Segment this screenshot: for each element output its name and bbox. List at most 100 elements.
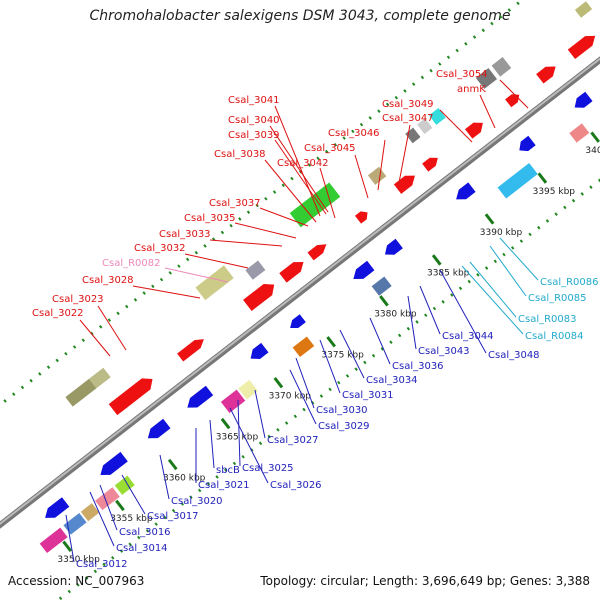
outer-gene-block: [417, 118, 433, 135]
forward-gene-label-leader: [264, 159, 317, 223]
tick-mark: [431, 254, 442, 266]
reverse-cds-arrow: [100, 451, 128, 476]
forward-gene-label-leader: [274, 139, 327, 215]
forward-gene-label-leader: [269, 125, 329, 213]
forward-gene-label: Csal_3049: [382, 99, 434, 110]
outer-gene-block: [65, 378, 97, 407]
forward-gene-label: Csal_3041: [228, 95, 280, 106]
tick-mark: [62, 540, 73, 553]
forward-gene-label-leader: [97, 305, 127, 351]
reverse-gene-label: Csal_3026: [270, 480, 322, 491]
reverse-gene-label: Csal_3029: [318, 421, 370, 432]
inner-gene-block: [95, 487, 120, 511]
forward-gene-label-leader: [259, 207, 309, 227]
forward-cds-arrow: [279, 261, 304, 283]
forward-gene-label: Csal_3046: [328, 128, 380, 139]
forward-cds-arrow: [567, 35, 596, 60]
forward-gene-label: Csal_3033: [159, 229, 211, 240]
forward-gene-label-leader: [397, 124, 411, 189]
tick-mark: [220, 417, 231, 430]
reverse-gene-label-leader: [65, 514, 75, 563]
reverse-gene-label-leader: [237, 399, 241, 467]
reverse-gene-label: Csal_3021: [198, 480, 250, 491]
tick-label: 3370 kbp: [269, 391, 312, 401]
genome-summary-text: Topology: circular; Length: 3,696,649 bp…: [260, 574, 590, 588]
reverse-gene-label-leader: [469, 261, 517, 318]
reverse-gene-label: Csal_3012: [76, 559, 128, 570]
reverse-gene-label-leader: [295, 357, 315, 409]
reverse-gene-label-leader: [99, 484, 118, 531]
reverse-gene-label: Csal_3030: [316, 405, 368, 416]
reverse-gene-label-leader: [209, 419, 215, 469]
forward-gene-label: Csal_3035: [184, 213, 236, 224]
accession-text: Accession: NC_007963: [8, 574, 145, 588]
forward-gene-label-leader: [132, 285, 201, 299]
forward-gene-label: Csal_3054: [436, 69, 488, 80]
forward-cds-arrow: [354, 211, 368, 224]
tick-label: 3355 kbp: [110, 514, 153, 524]
tick-label: 3375 kbp: [321, 351, 364, 361]
reverse-cds-arrow: [519, 135, 536, 152]
reverse-gene-label-leader: [369, 317, 391, 365]
forward-gene-label: Csal_3023: [52, 294, 104, 305]
forward-gene-label-leader: [354, 154, 369, 199]
reverse-cds-arrow: [574, 91, 593, 108]
forward-gene-label: Csal_3047: [382, 113, 434, 124]
genome-backbone: [0, 56, 600, 529]
reverse-gene-label: Csal_3036: [392, 361, 444, 372]
reverse-cds-arrow: [147, 418, 171, 439]
forward-gene-label: anmK: [457, 84, 486, 95]
forward-gene-label: Csal_R0082: [102, 258, 161, 269]
forward-gene-label: Csal_3038: [214, 149, 266, 160]
forward-gene-label: Csal_3042: [277, 158, 329, 169]
forward-gene-label-leader: [234, 222, 297, 239]
forward-gene-label-leader: [439, 109, 473, 143]
reverse-gene-label-leader: [407, 295, 417, 350]
reverse-gene-label: Csal_R0085: [528, 293, 587, 304]
inner-gene-block: [80, 503, 100, 522]
forward-gene-label-leader: [274, 105, 321, 217]
forward-cds-arrow: [536, 66, 556, 84]
forward-gene-label-leader: [184, 253, 249, 269]
tick-label: 3380 kbp: [374, 310, 417, 320]
forward-gene-label: Csal_3039: [228, 130, 280, 141]
inner-dotted-guide: [55, 178, 600, 600]
forward-cds-arrow: [393, 175, 415, 194]
forward-cds-arrow: [465, 122, 483, 139]
forward-cds-arrow: [177, 339, 204, 362]
inner-gene-block: [569, 123, 590, 143]
reverse-gene-label: Csal_3044: [442, 331, 494, 342]
forward-gene-label-leader: [499, 79, 529, 109]
tick-label: 3390 kbp: [480, 228, 523, 238]
inner-gene-block: [114, 475, 135, 495]
forward-gene-label: Csal_3040: [228, 115, 280, 126]
reverse-cds-arrow: [384, 238, 403, 255]
forward-cds-arrow: [505, 94, 520, 108]
inner-gene-block: [238, 379, 258, 400]
forward-gene-label-leader: [479, 94, 496, 129]
reverse-cds-arrow: [187, 385, 214, 408]
inner-gene-block: [371, 276, 392, 296]
outer-gene-block: [367, 166, 387, 185]
tick-mark: [484, 213, 495, 225]
reverse-gene-label: Csal_3034: [366, 375, 418, 386]
reverse-gene-label: sbcB: [216, 465, 240, 476]
forward-gene-label-leader: [377, 139, 386, 191]
tick-label: 3395 kbp: [533, 187, 576, 197]
reverse-gene-label: Csal_R0084: [525, 331, 584, 342]
tick-mark: [537, 172, 548, 184]
reverse-gene-label-leader: [439, 269, 487, 354]
reverse-cds-arrow: [456, 182, 476, 200]
forward-gene-label: Csal_3022: [32, 308, 84, 319]
backbone-highlight: [0, 57, 600, 525]
reverse-cds-arrow: [353, 260, 375, 279]
reverse-gene-label: Csal_3043: [418, 346, 470, 357]
tick-label: 3385 kbp: [427, 269, 470, 279]
reverse-gene-label: Csal_3025: [242, 463, 294, 474]
forward-gene-label-leader: [209, 239, 283, 247]
outer-gene-block: [574, 1, 593, 18]
forward-gene-label-leader: [79, 319, 111, 357]
forward-gene-label-leader: [164, 267, 229, 283]
outer-gene-block: [475, 68, 498, 89]
